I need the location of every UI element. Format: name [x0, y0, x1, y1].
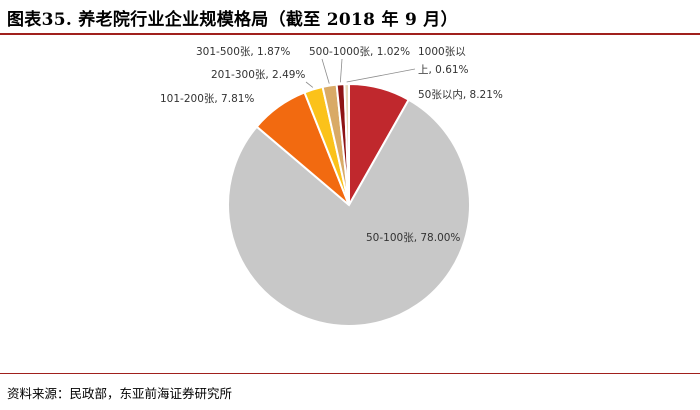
title-divider	[0, 33, 700, 35]
page-title: 图表35. 养老院行业企业规模格局（截至 2018 年 9 月）	[7, 10, 458, 30]
slice-label-1000-over-line1: 1000张以	[418, 46, 466, 58]
slice-label-201-300: 201-300张, 2.49%	[211, 69, 305, 81]
leader-lines	[305, 58, 416, 88]
slice-label-301-500: 301-500张, 1.87%	[196, 46, 290, 58]
leader-line-301-500	[321, 58, 330, 84]
pie-slice-1000-over	[343, 82, 350, 206]
slice-label-1000-over-line2: 上, 0.61%	[418, 64, 469, 76]
pie-chart: 50张以内, 8.21% 50-100张, 78.00% 101-200张, 7…	[160, 46, 503, 327]
source-divider	[0, 373, 700, 374]
leader-line-500-1000	[339, 58, 343, 83]
slice-label-500-1000: 500-1000张, 1.02%	[309, 46, 410, 58]
pie-slices	[227, 82, 471, 327]
slice-label-50-100: 50-100张, 78.00%	[366, 232, 460, 244]
slice-labels: 50张以内, 8.21% 50-100张, 78.00% 101-200张, 7…	[160, 46, 503, 244]
leader-line-1000-over	[346, 68, 416, 83]
leader-line-201-300	[305, 81, 314, 88]
source-note: 资料来源：民政部，东亚前海证券研究所	[7, 386, 233, 401]
pie-slice-50-100	[227, 98, 471, 327]
title-bar: 图表35. 养老院行业企业规模格局（截至 2018 年 9 月）	[0, 0, 700, 35]
slice-label-50-under: 50张以内, 8.21%	[418, 88, 503, 101]
slice-label-101-200: 101-200张, 7.81%	[160, 93, 254, 105]
